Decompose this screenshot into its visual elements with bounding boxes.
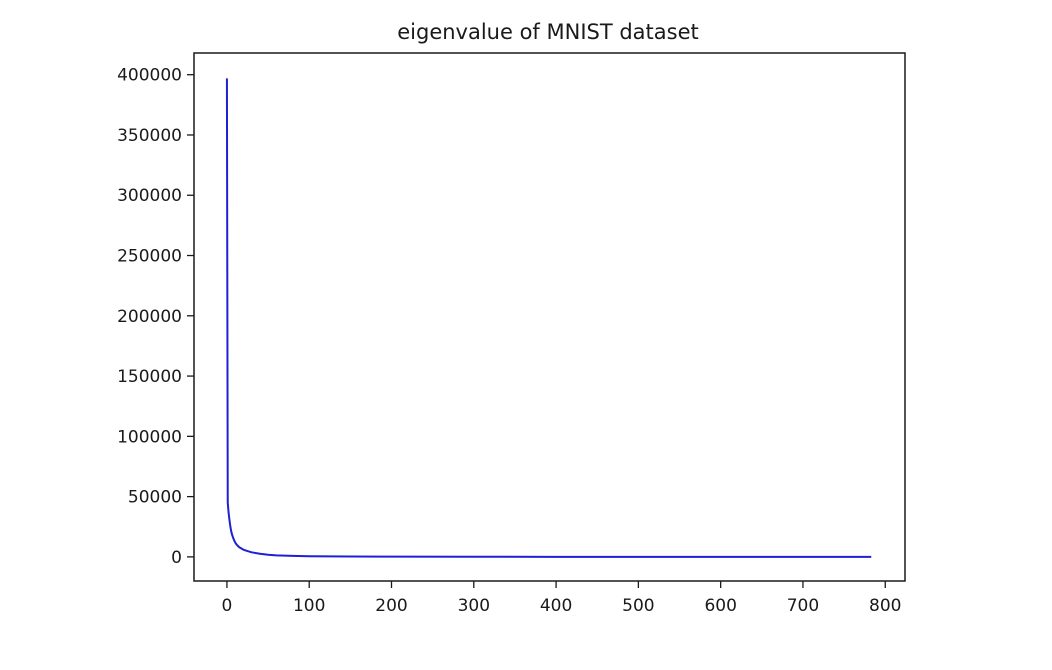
y-tick-label: 350000 <box>117 126 182 146</box>
x-tick-label: 200 <box>375 596 407 616</box>
x-tick-label: 700 <box>787 596 819 616</box>
x-tick-label: 600 <box>704 596 736 616</box>
y-tick-label: 150000 <box>117 367 182 387</box>
x-tick-label: 0 <box>222 596 233 616</box>
x-tick-label: 400 <box>540 596 572 616</box>
y-tick-label: 0 <box>171 548 182 568</box>
y-tick-label: 400000 <box>117 66 182 86</box>
x-tick-label: 100 <box>293 596 325 616</box>
x-tick-label: 800 <box>869 596 901 616</box>
y-tick-label: 200000 <box>117 307 182 327</box>
y-tick-label: 250000 <box>117 247 182 267</box>
y-tick-label: 50000 <box>128 488 182 508</box>
chart-title: eigenvalue of MNIST dataset <box>397 20 699 44</box>
x-tick-label: 500 <box>622 596 654 616</box>
axes: 0 100 200 300 400 500 600 700 800 0 50000 100000 150… <box>117 66 901 616</box>
series-layer <box>225 78 872 558</box>
plot-frame <box>193 52 906 582</box>
y-tick-label: 300000 <box>117 186 182 206</box>
y-tick-label: 100000 <box>117 427 182 447</box>
eigenvalue-series-line <box>225 78 872 558</box>
x-tick-label: 300 <box>458 596 490 616</box>
